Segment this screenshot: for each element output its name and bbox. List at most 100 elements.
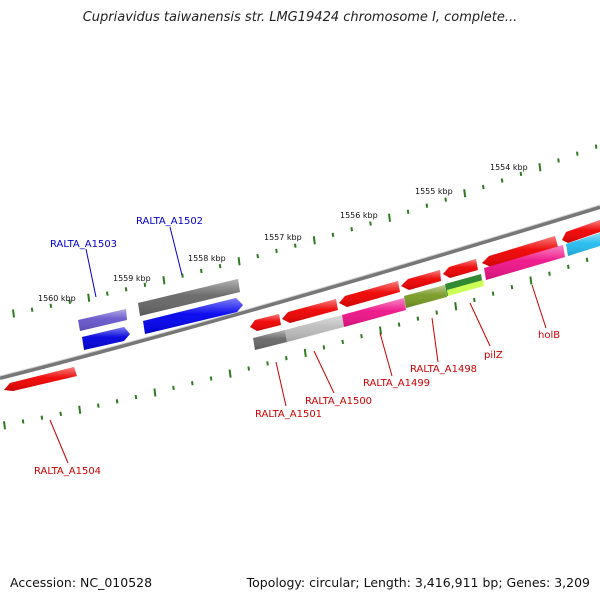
- minor-tick: [369, 221, 372, 226]
- major-tick: [454, 302, 458, 311]
- major-tick: [538, 163, 542, 172]
- minor-tick: [134, 394, 138, 400]
- major-tick: [379, 326, 382, 335]
- chromosome-backbone: [0, 205, 600, 380]
- minor-tick: [350, 227, 353, 232]
- minor-tick: [594, 144, 598, 149]
- leader-line-ralta-a1499: [379, 332, 393, 377]
- map-title: Cupriavidus taiwanensis str. LMG19424 ch…: [82, 10, 518, 25]
- minor-tick: [548, 271, 551, 276]
- gene-gloss-15: [566, 233, 600, 256]
- minor-tick: [482, 184, 485, 190]
- scale-label-1557: 1557 kbp: [264, 233, 302, 242]
- minor-tick: [425, 203, 429, 208]
- scale-label-1558: 1558 kbp: [188, 254, 226, 263]
- major-tick: [237, 257, 241, 266]
- major-tick: [3, 421, 6, 430]
- major-tick: [303, 348, 307, 358]
- gene-label-ralta-a1498[interactable]: RALTA_A1498: [410, 364, 477, 375]
- gene-label-ralta-a1501[interactable]: RALTA_A1501: [255, 409, 322, 420]
- leader-line-ralta-a1500: [313, 350, 335, 394]
- leader-line-ralta-a1504: [49, 419, 69, 464]
- gene-label-ralta-a1499[interactable]: RALTA_A1499: [363, 378, 430, 389]
- minor-tick: [331, 232, 335, 237]
- minor-tick: [444, 197, 447, 202]
- minor-tick: [172, 385, 175, 391]
- gene-arrow-ralta-a1503-gloss: [78, 309, 127, 331]
- leader-line-ralta-a1503: [85, 248, 97, 298]
- minor-tick: [247, 366, 250, 371]
- minor-tick: [49, 303, 53, 308]
- minor-tick: [341, 339, 344, 345]
- minor-tick: [360, 334, 363, 339]
- major-tick: [529, 276, 533, 285]
- major-tick: [228, 369, 232, 378]
- minor-tick: [200, 268, 203, 274]
- minor-tick: [266, 361, 269, 366]
- minor-tick: [322, 345, 326, 350]
- scale-label-1556: 1556 kbp: [340, 211, 378, 220]
- gene-label-ralta-a1504[interactable]: RALTA_A1504: [34, 466, 101, 477]
- gene-label-ralta-a1500[interactable]: RALTA_A1500: [305, 396, 372, 407]
- major-tick: [78, 405, 82, 414]
- gene-gloss-3: [339, 281, 400, 307]
- gene-label-ralta-a1503[interactable]: RALTA_A1503: [50, 239, 117, 250]
- minor-tick: [416, 316, 420, 321]
- gene-gloss-11: [285, 315, 344, 342]
- minor-tick: [143, 282, 147, 287]
- leader-line-ralta-a1502: [169, 226, 183, 276]
- genome-summary-text: Topology: circular; Length: 3,416,911 bp…: [246, 575, 590, 590]
- gene-gloss-2: [282, 299, 338, 323]
- major-tick: [312, 236, 316, 245]
- accession-text: Accession: NC_010528: [10, 575, 153, 590]
- minor-tick: [21, 419, 25, 424]
- minor-tick: [576, 151, 579, 156]
- gene-arrow-pilz-lower[interactable]: [447, 280, 484, 296]
- lower-tick-track: [3, 257, 589, 430]
- minor-tick: [294, 243, 297, 248]
- gene-gloss-4: [401, 270, 441, 290]
- gene-gloss-14: [484, 245, 565, 280]
- gene-label-ralta-a1502[interactable]: RALTA_A1502: [136, 216, 203, 227]
- minor-tick: [115, 399, 119, 404]
- upper-tick-track: [12, 144, 598, 318]
- minor-tick: [256, 253, 259, 259]
- gene-gloss-5: [443, 259, 478, 278]
- minor-tick: [397, 322, 401, 327]
- leader-line-ralta-a1498: [431, 317, 439, 363]
- minor-tick: [40, 415, 44, 420]
- gene-arrow-ralta-a1504-gloss: [4, 367, 77, 391]
- minor-tick: [68, 299, 71, 304]
- major-tick: [162, 276, 166, 285]
- minor-tick: [510, 284, 514, 290]
- gene-gloss-8: [82, 327, 130, 350]
- minor-tick: [218, 263, 222, 269]
- minor-tick: [473, 297, 476, 303]
- minor-tick: [557, 158, 560, 163]
- gene-label-pilz[interactable]: pilZ: [484, 350, 503, 361]
- scale-label-1554: 1554 kbp: [490, 163, 528, 172]
- minor-tick: [435, 310, 438, 315]
- minor-tick: [30, 307, 34, 312]
- minor-tick: [124, 287, 128, 292]
- minor-tick: [585, 257, 589, 263]
- major-tick: [12, 309, 15, 318]
- gene-gloss-9: [143, 298, 243, 334]
- gene-gloss-6: [482, 236, 558, 267]
- scale-label-1555: 1555 kbp: [415, 187, 453, 196]
- scale-label-1559: 1559 kbp: [113, 274, 151, 283]
- minor-tick: [191, 381, 194, 386]
- gene-gloss-13: [404, 285, 447, 308]
- minor-tick: [406, 209, 410, 214]
- leader-line-ralta-a1501: [275, 361, 287, 407]
- gene-label-holb[interactable]: holB: [538, 330, 560, 341]
- minor-tick: [567, 264, 570, 270]
- leader-line-holb: [531, 284, 547, 329]
- minor-tick: [106, 291, 109, 296]
- gene-gloss-1: [250, 314, 281, 331]
- major-tick: [153, 388, 157, 397]
- scale-label-1560: 1560 kbp: [38, 294, 76, 303]
- major-tick: [388, 213, 391, 222]
- minor-tick: [519, 171, 523, 177]
